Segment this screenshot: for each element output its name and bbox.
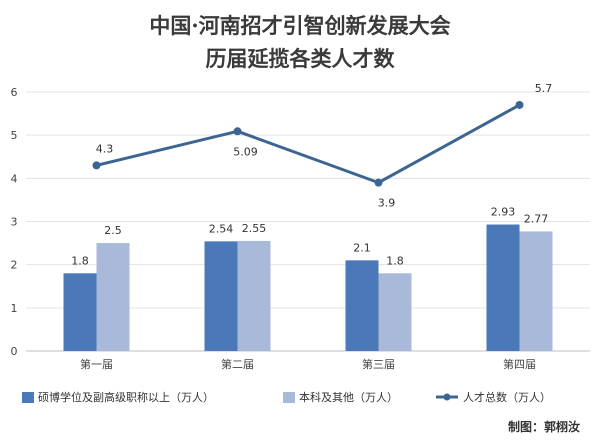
y-tick-label: 0	[11, 345, 18, 358]
legend-swatch	[283, 392, 295, 403]
bar	[345, 260, 379, 351]
x-axis-categories: 第一届 第二届 第三届 第四届	[80, 357, 536, 371]
line-data-label: 5.09	[233, 145, 258, 158]
line-point	[92, 161, 101, 170]
y-tick-label: 5	[11, 129, 18, 142]
bar	[486, 224, 520, 351]
credit-text: 制图：郭栩汝	[508, 419, 580, 434]
bar-data-label: 2.55	[242, 222, 267, 235]
bar	[519, 231, 553, 351]
bar-data-label: 2.1	[353, 241, 371, 254]
y-tick-label: 2	[11, 259, 18, 272]
bar-data-label: 1.8	[386, 254, 404, 267]
bar-data-label: 2.93	[491, 206, 516, 219]
line-point	[233, 127, 242, 136]
legend-label: 硕博学位及副高级职称以上（万人）	[38, 390, 214, 404]
bar	[204, 241, 238, 351]
bar	[96, 243, 130, 351]
y-axis-ticks: 0 1 2 3 4 5 6	[11, 86, 18, 358]
legend-swatch-marker	[443, 393, 451, 401]
bar	[237, 240, 271, 351]
data-labels: 1.8 2.5 2.54 2.55 2.1 1.8 2.93 2.77 4.3 5.09 3.9 5.…	[71, 82, 552, 267]
y-tick-label: 1	[11, 302, 18, 315]
bar-data-label: 1.8	[71, 254, 89, 267]
x-category-label: 第四届	[503, 357, 536, 371]
bars	[63, 224, 553, 351]
line-point	[374, 178, 383, 187]
total-line	[92, 100, 524, 187]
x-category-label: 第二届	[221, 357, 254, 371]
legend: 硕博学位及副高级职称以上（万人） 本科及其他（万人） 人才总数（万人）	[22, 390, 551, 404]
x-category-label: 第三届	[362, 357, 395, 371]
bar-data-label: 2.54	[209, 222, 234, 235]
chart-subtitle: 历届延揽各类人才数	[206, 46, 396, 71]
bar-data-label: 2.5	[104, 224, 122, 237]
legend-label: 本科及其他（万人）	[299, 390, 398, 404]
bar	[63, 273, 97, 351]
legend-label: 人才总数（万人）	[463, 390, 551, 404]
x-category-label: 第一届	[80, 357, 113, 371]
line-point	[515, 100, 524, 109]
chart-title: 中国·河南招才引智创新发展大会	[149, 13, 450, 38]
bar-data-label: 2.77	[524, 212, 549, 225]
y-tick-label: 3	[11, 216, 18, 229]
line-data-label: 3.9	[378, 197, 396, 210]
y-tick-label: 4	[11, 172, 18, 185]
bar	[378, 273, 412, 351]
series-line	[96, 103, 521, 185]
line-data-label: 4.3	[96, 142, 114, 155]
y-tick-label: 6	[11, 86, 18, 99]
line-data-label: 5.7	[535, 82, 553, 95]
legend-swatch	[22, 392, 34, 403]
